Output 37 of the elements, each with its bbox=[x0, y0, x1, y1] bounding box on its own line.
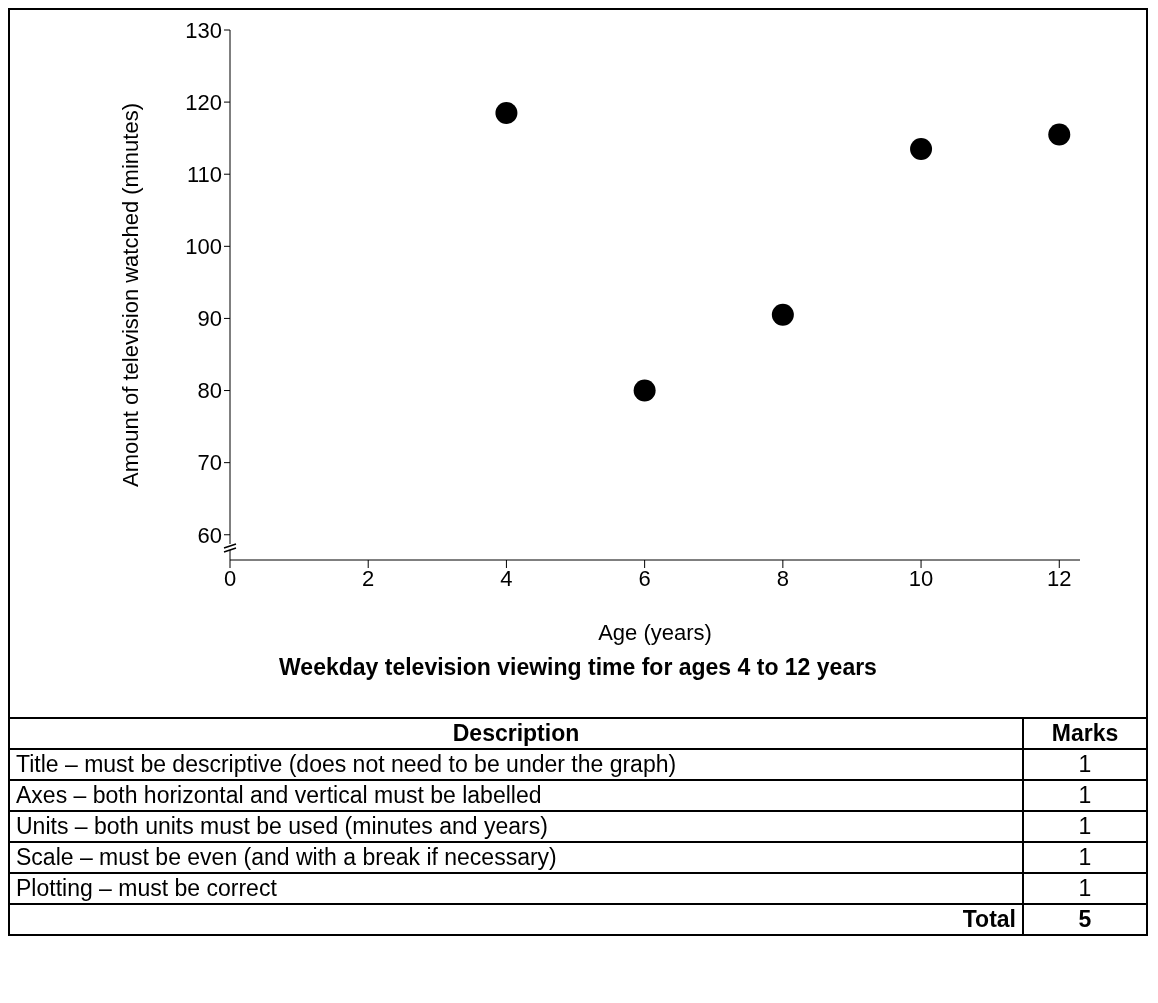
text: Title – must be descriptive (does not need to be under the graph) bbox=[10, 749, 1023, 780]
text: Axes – both horizontal and vertical must be labelled bbox=[10, 780, 1023, 811]
text: Marks bbox=[1023, 718, 1146, 749]
y-tick-label: 110 bbox=[186, 162, 222, 188]
x-tick-label: 12 bbox=[1047, 565, 1072, 591]
y-tick-label: 60 bbox=[197, 522, 222, 548]
y-tick-label: 120 bbox=[185, 89, 222, 115]
point bbox=[495, 101, 518, 124]
x-tick-label: 2 bbox=[362, 565, 375, 591]
text: Total bbox=[10, 904, 1023, 935]
text: 1 bbox=[1023, 873, 1146, 904]
y-tick-label: 90 bbox=[197, 306, 222, 332]
x-tick-label: 4 bbox=[500, 565, 513, 591]
text: 1 bbox=[1023, 842, 1146, 873]
y-tick-label: 130 bbox=[185, 17, 222, 43]
point bbox=[633, 379, 656, 402]
x-tick-label: 6 bbox=[638, 565, 651, 591]
text: Scale – must be even (and with a break if necessary) bbox=[10, 842, 1023, 873]
text: Weekday television viewing time for ages 4 to 12 years bbox=[278, 653, 878, 682]
y-tick-label: 80 bbox=[197, 378, 222, 404]
point bbox=[1048, 123, 1071, 146]
x-tick-label: 8 bbox=[776, 565, 789, 591]
point bbox=[771, 303, 794, 326]
text: 1 bbox=[1023, 749, 1146, 780]
x-axis-title: Age (years) bbox=[598, 620, 712, 645]
x-tick-label: 0 bbox=[223, 565, 237, 591]
text: 5 bbox=[1023, 904, 1146, 935]
text: 1 bbox=[1023, 780, 1146, 811]
text: Units – both units must be used (minutes and years) bbox=[10, 811, 1023, 842]
point bbox=[910, 137, 933, 160]
text: Plotting – must be correct bbox=[10, 873, 1023, 904]
x-tick-label: 10 bbox=[908, 565, 934, 591]
y-tick-label: 70 bbox=[197, 450, 222, 476]
text: Description bbox=[10, 718, 1023, 749]
text: 1 bbox=[1023, 811, 1146, 842]
y-axis-title: Amount of television watched (minutes) bbox=[117, 103, 143, 487]
y-tick-label: 100 bbox=[185, 234, 222, 260]
